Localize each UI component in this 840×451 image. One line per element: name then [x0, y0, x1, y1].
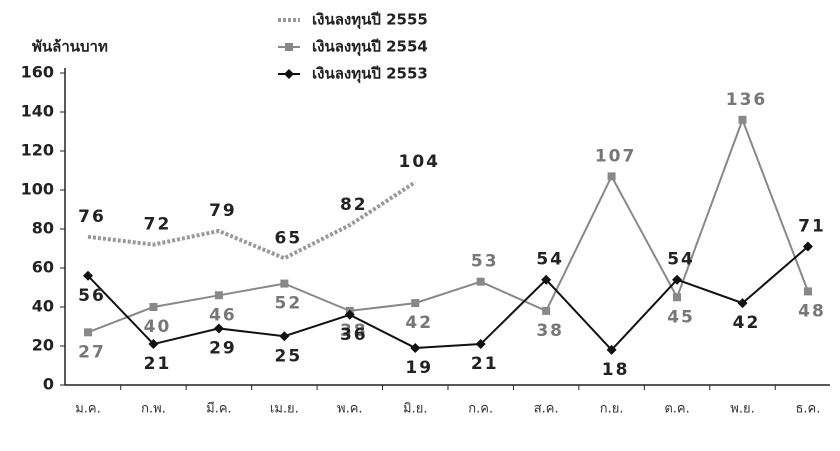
- data-label: 36: [340, 325, 368, 345]
- y-tick-label: 120: [21, 141, 54, 160]
- x-tick-label: ก.ค.: [468, 402, 493, 417]
- x-tick-label: เม.ย.: [270, 402, 299, 417]
- data-label: 46: [209, 305, 237, 325]
- series-line: [87, 245, 809, 352]
- data-label: 76: [78, 207, 106, 227]
- data-label: 52: [275, 294, 303, 314]
- data-point: [542, 306, 551, 315]
- data-point: [280, 279, 289, 288]
- data-label: 56: [78, 286, 106, 306]
- series-line: [87, 180, 417, 261]
- data-label: 71: [798, 217, 826, 237]
- x-tick-label: พ.ค.: [337, 402, 363, 417]
- data-point: [279, 331, 290, 342]
- series-line: [87, 116, 809, 334]
- data-point: [410, 342, 421, 353]
- data-point: [673, 293, 682, 302]
- y-axis-label: พันล้านบาท: [32, 38, 108, 56]
- data-label: 48: [798, 301, 826, 321]
- data-label: 38: [340, 321, 368, 341]
- legend-label: เงินลงทุนปี 2553: [312, 65, 428, 84]
- data-point: [738, 115, 747, 124]
- y-tick-label: 60: [32, 258, 54, 277]
- y-tick-label: 140: [21, 102, 54, 121]
- data-label: 38: [536, 321, 564, 341]
- x-tick-label: มิ.ย.: [403, 402, 427, 417]
- data-label: 82: [340, 195, 368, 215]
- legend-label: เงินลงทุนปี 2554: [312, 38, 428, 57]
- data-point: [606, 344, 617, 355]
- legend-label: เงินลงทุนปี 2555: [312, 11, 428, 30]
- data-label: 40: [144, 317, 172, 337]
- data-label: 107: [595, 146, 637, 166]
- data-label: 18: [602, 360, 630, 380]
- y-tick-label: 20: [32, 336, 54, 355]
- data-point: [802, 241, 813, 252]
- data-label: 136: [726, 90, 768, 110]
- x-tick-label: ส.ค.: [534, 402, 559, 417]
- data-point: [84, 328, 92, 337]
- data-point: [737, 298, 748, 309]
- data-label: 42: [733, 313, 761, 333]
- data-label: 53: [471, 252, 499, 272]
- data-label: 21: [471, 354, 499, 374]
- data-label: 19: [405, 358, 433, 378]
- data-point: [213, 323, 224, 334]
- x-tick-label: ก.ย.: [600, 402, 624, 417]
- x-tick-label: ม.ค.: [75, 402, 101, 417]
- y-tick-label: 160: [21, 63, 54, 82]
- data-point: [411, 299, 420, 308]
- y-tick-label: 80: [32, 219, 54, 238]
- x-tick-label: ก.พ.: [141, 402, 166, 417]
- y-tick-label: 100: [21, 180, 54, 199]
- x-tick-label: พ.ย.: [730, 402, 754, 417]
- data-label: 42: [405, 313, 433, 333]
- legend-marker: [284, 69, 294, 79]
- data-point: [607, 172, 616, 181]
- data-label: 54: [667, 250, 695, 270]
- data-point: [149, 303, 158, 311]
- data-point: [541, 274, 552, 285]
- x-tick-label: ต.ค.: [664, 402, 689, 417]
- data-label: 65: [275, 228, 303, 248]
- x-tick-label: ธ.ค.: [795, 402, 820, 417]
- data-label: 45: [667, 307, 695, 327]
- data-label: 27: [78, 342, 106, 362]
- x-tick-label: มี.ค.: [206, 401, 232, 417]
- data-point: [344, 309, 355, 320]
- data-point: [672, 274, 683, 285]
- data-point: [83, 270, 93, 281]
- data-label: 72: [144, 215, 172, 235]
- data-point: [475, 339, 486, 350]
- data-label: 29: [209, 338, 237, 358]
- data-label: 54: [536, 250, 564, 270]
- data-label: 21: [144, 354, 172, 374]
- data-point: [214, 291, 223, 300]
- data-point: [476, 277, 485, 286]
- legend-marker: [285, 43, 293, 51]
- data-label: 79: [209, 201, 237, 221]
- data-point: [148, 339, 159, 350]
- y-tick-label: 0: [43, 375, 54, 394]
- data-point: [803, 287, 812, 296]
- data-label: 104: [399, 152, 441, 172]
- y-tick-label: 40: [32, 297, 54, 316]
- data-label: 25: [275, 346, 303, 366]
